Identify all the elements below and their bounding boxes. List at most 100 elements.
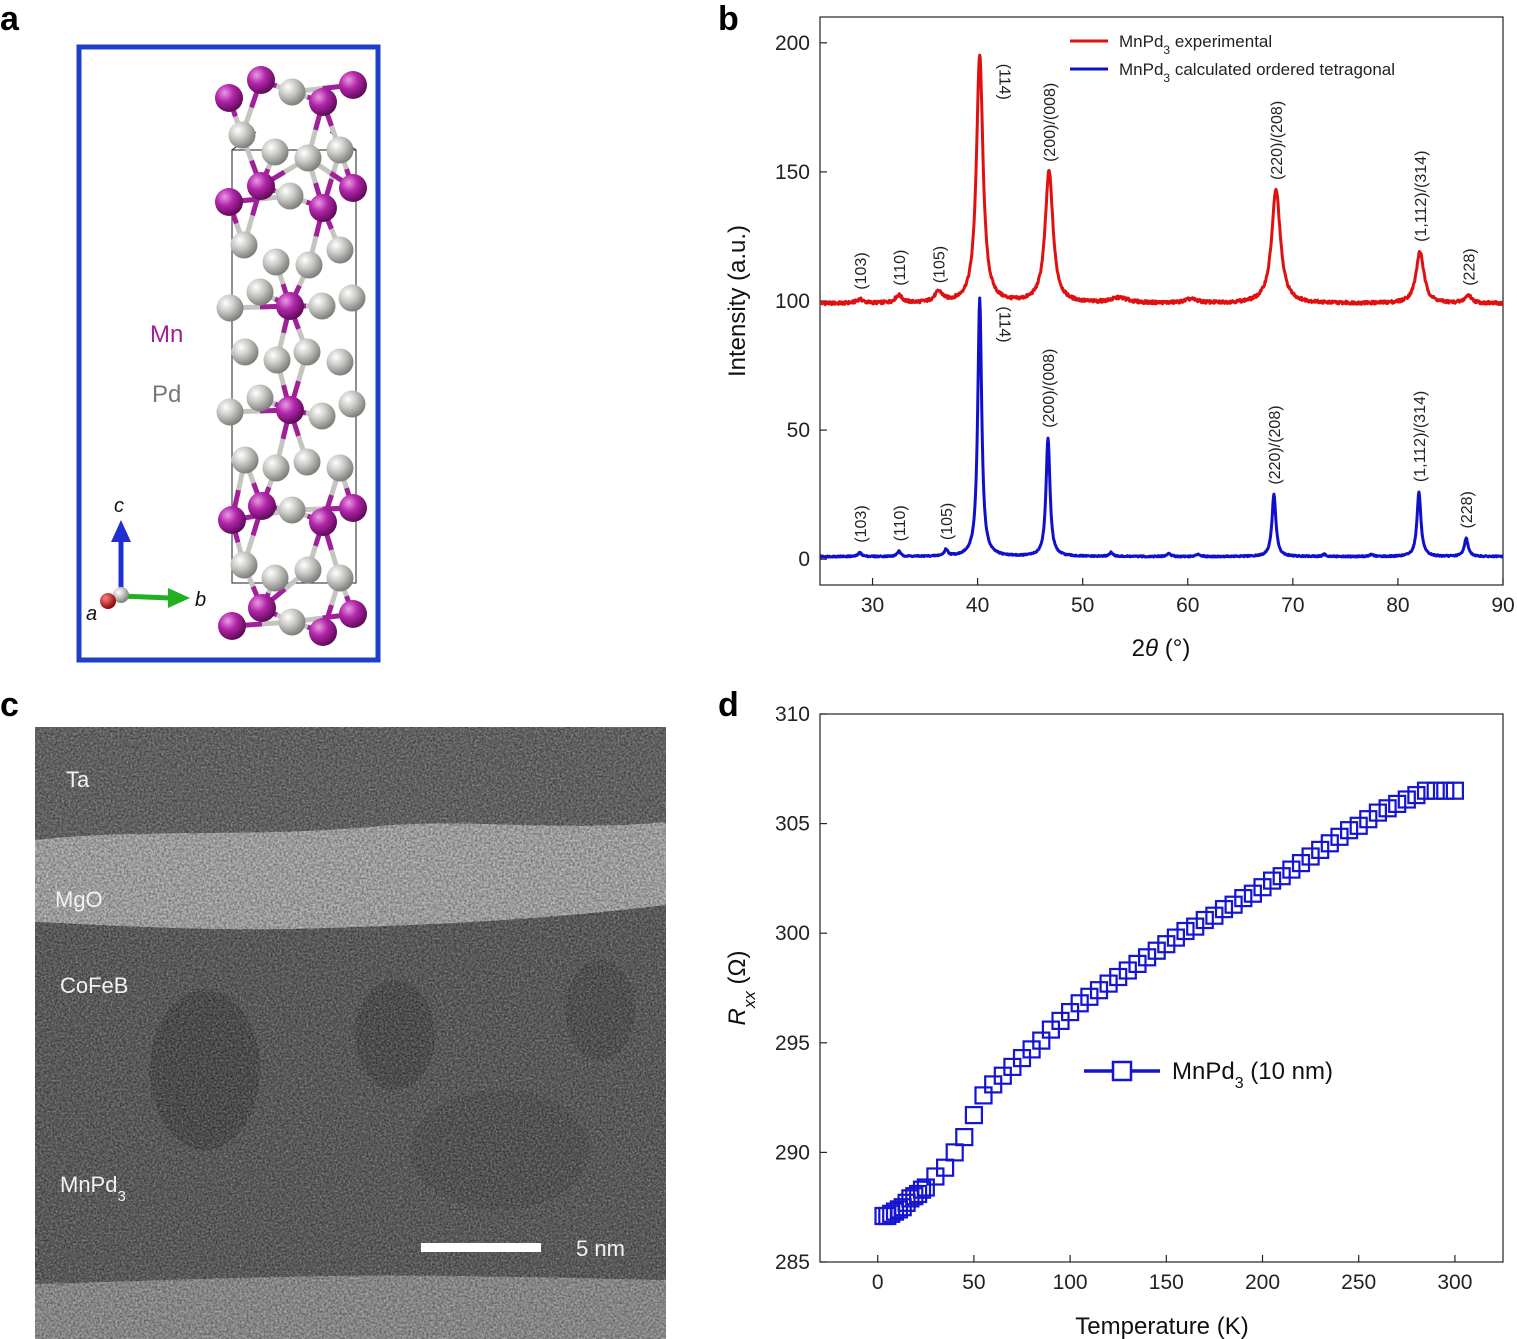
y-tick-label: 50 xyxy=(787,419,810,442)
data-point xyxy=(1349,816,1368,835)
data-point xyxy=(955,1127,974,1147)
legend-label-calculated: MnPd3 calculated ordered tetragonal xyxy=(1119,60,1395,85)
pd-atom xyxy=(216,398,244,426)
data-point xyxy=(1339,821,1359,840)
data-point xyxy=(1109,967,1128,987)
y-tick-label: 285 xyxy=(775,1251,810,1274)
crystal-structure-panel: Mn Pd c a b xyxy=(76,44,381,663)
mn-label: Mn xyxy=(150,321,183,348)
data-point xyxy=(1359,810,1378,829)
data-point xyxy=(1320,834,1339,853)
data-point xyxy=(1099,974,1118,993)
peak-label: (105) xyxy=(939,503,956,540)
y-tick-label: 300 xyxy=(775,922,810,945)
resistance-chart: 0 50 100 150 200 250 300 285 290 295 300 305 310 MnP… xyxy=(724,703,1504,1339)
x-tick-label: 60 xyxy=(1176,594,1199,617)
y-tick-label: 150 xyxy=(775,161,810,184)
pd-atom xyxy=(276,182,304,210)
y-tick-label: 200 xyxy=(775,32,810,55)
pd-atom xyxy=(216,294,244,322)
pd-atom xyxy=(261,138,289,166)
pd-atom xyxy=(261,564,289,592)
mn-atom xyxy=(309,194,337,222)
data-point xyxy=(1426,781,1445,800)
pd-atom xyxy=(278,78,306,106)
mn-atom xyxy=(248,594,276,622)
resistance-legend: MnPd3 (10 nm) xyxy=(1084,1058,1333,1092)
data-point xyxy=(1262,871,1282,890)
data-point xyxy=(1205,906,1224,925)
xrd-series xyxy=(820,53,1503,559)
mn-atom xyxy=(248,492,276,520)
pd-atom xyxy=(263,346,291,374)
peak-label: (220)/(208) xyxy=(1269,101,1286,180)
xrd-axes: 30 40 50 60 70 80 90 0 50 100 150 200 xyxy=(775,32,1515,617)
data-point xyxy=(1291,853,1311,873)
tem-label-cofeb: CoFeB xyxy=(60,973,128,998)
c-axis-arrow-icon xyxy=(111,520,131,542)
mn-atom xyxy=(215,188,243,216)
xrd-legend: MnPd3 experimental MnPd3 calculated order… xyxy=(1070,32,1395,85)
peak-label: (1,112)/(314) xyxy=(1412,391,1429,482)
pd-atom xyxy=(246,278,274,306)
data-point xyxy=(1032,1031,1051,1050)
data-point xyxy=(974,1086,993,1105)
peak-label: (200)/(008) xyxy=(1042,83,1059,162)
data-point xyxy=(1224,895,1243,914)
data-point xyxy=(1070,994,1089,1013)
data-point xyxy=(1157,935,1176,954)
data-point xyxy=(1147,941,1166,960)
peak-label: (1,112)/(314) xyxy=(1413,151,1430,242)
mn-atom xyxy=(218,612,246,640)
legend-swatch-marker xyxy=(1111,1060,1133,1082)
mn-atom xyxy=(339,174,367,202)
panel-label-b: b xyxy=(718,0,739,38)
pd-atom xyxy=(230,551,258,579)
mn-atom xyxy=(247,66,275,94)
peak-label: (200)/(008) xyxy=(1041,349,1058,428)
crystal-atoms xyxy=(215,66,367,646)
data-point xyxy=(1397,790,1416,809)
x-tick-label: 40 xyxy=(966,594,989,617)
data-point xyxy=(1272,867,1291,886)
peak-label: (220)/(208) xyxy=(1267,405,1284,484)
pd-atom xyxy=(230,231,258,259)
pd-atom xyxy=(326,136,354,164)
pd-atom xyxy=(262,248,290,276)
peak-label: (105) xyxy=(932,246,949,283)
data-point xyxy=(935,1158,955,1177)
x-tick-label: 0 xyxy=(872,1271,884,1294)
pd-atom xyxy=(228,121,256,149)
data-point xyxy=(1089,981,1109,1000)
data-point xyxy=(1416,781,1436,800)
pd-atom xyxy=(338,284,366,312)
peak-label: (103) xyxy=(853,252,870,289)
mn-atom xyxy=(276,396,304,424)
mn-atom xyxy=(218,506,246,534)
x-tick-label: 200 xyxy=(1245,1271,1280,1294)
x-tick-label: 300 xyxy=(1437,1271,1472,1294)
data-point xyxy=(1214,899,1234,919)
peak-label: (114) xyxy=(996,306,1013,342)
pd-atom xyxy=(326,454,354,482)
pd-atom xyxy=(326,564,354,592)
axes-triad: c a b xyxy=(86,495,206,625)
tem-label-mgo: MgO xyxy=(55,887,103,912)
data-point xyxy=(1128,954,1147,974)
data-point xyxy=(1368,803,1388,822)
scale-bar xyxy=(421,1243,541,1252)
resistance-xlabel: Temperature (K) xyxy=(1075,1313,1248,1339)
data-point xyxy=(945,1143,964,1162)
b-axis-arrow-icon xyxy=(168,588,190,608)
panel-label-c: c xyxy=(0,686,19,724)
data-point xyxy=(1253,878,1272,897)
x-tick-label: 50 xyxy=(1071,594,1094,617)
a-axis-arrow-icon xyxy=(100,593,116,609)
y-tick-label: 295 xyxy=(775,1032,810,1055)
x-tick-label: 50 xyxy=(962,1271,985,1294)
data-point xyxy=(1282,860,1301,879)
y-tick-label: 310 xyxy=(775,703,810,726)
y-tick-label: 305 xyxy=(775,813,810,836)
resistance-series xyxy=(874,781,1465,1226)
